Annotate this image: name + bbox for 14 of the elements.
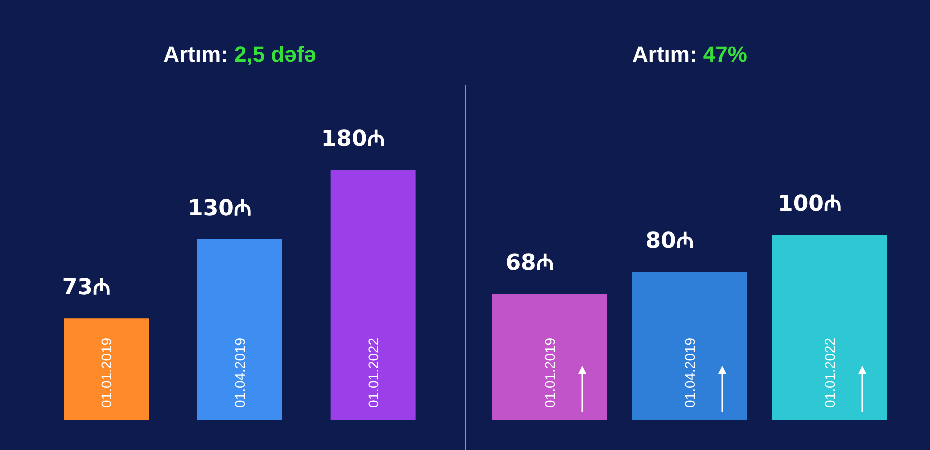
x-tick-label: 01.01.2022 — [365, 338, 382, 408]
data-label: 68₼ — [506, 251, 554, 276]
chart-title: Artım: 2,5 dəfə — [164, 42, 316, 67]
data-label: 80₼ — [646, 229, 694, 254]
data-label: 73₼ — [62, 276, 111, 301]
x-tick-label: 01.04.2019 — [682, 338, 698, 408]
x-tick-label: 01.01.2022 — [822, 338, 838, 408]
data-label: 180₼ — [321, 127, 386, 152]
x-tick-label: 01.01.2019 — [542, 338, 558, 408]
x-tick-label: 01.01.2019 — [98, 338, 115, 408]
data-label: 100₼ — [778, 192, 842, 217]
x-tick-label: 01.04.2019 — [232, 338, 248, 408]
data-label: 130₼ — [188, 196, 252, 222]
chart-title: Artım: 47% — [632, 42, 748, 67]
